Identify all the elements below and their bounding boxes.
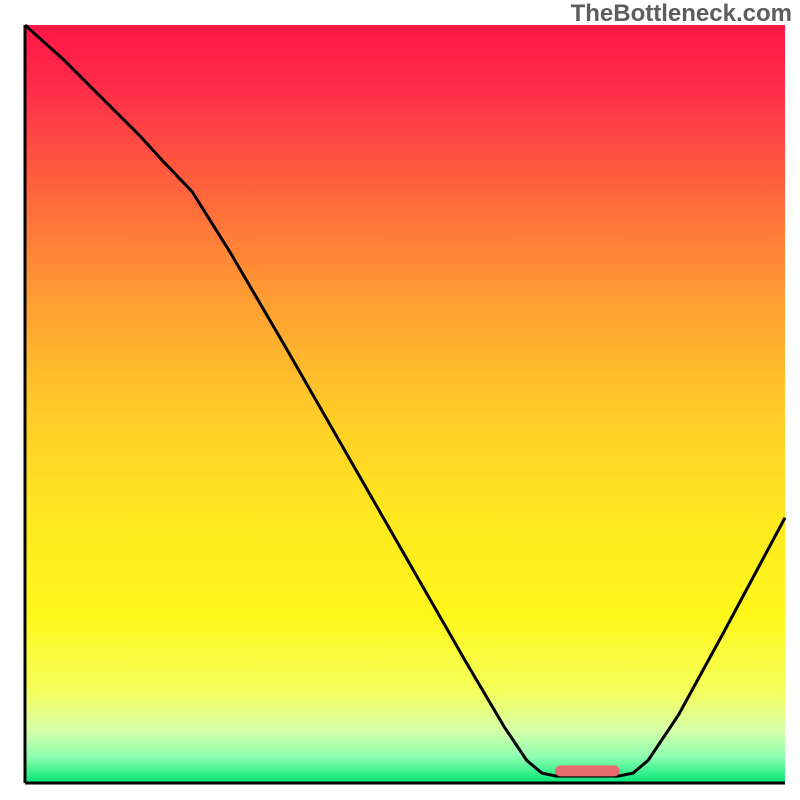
optimal-marker <box>555 765 620 776</box>
watermark-text: TheBottleneck.com <box>571 0 792 28</box>
gradient-background <box>25 25 785 783</box>
chart-svg <box>0 0 800 800</box>
bottleneck-chart: TheBottleneck.com <box>0 0 800 800</box>
